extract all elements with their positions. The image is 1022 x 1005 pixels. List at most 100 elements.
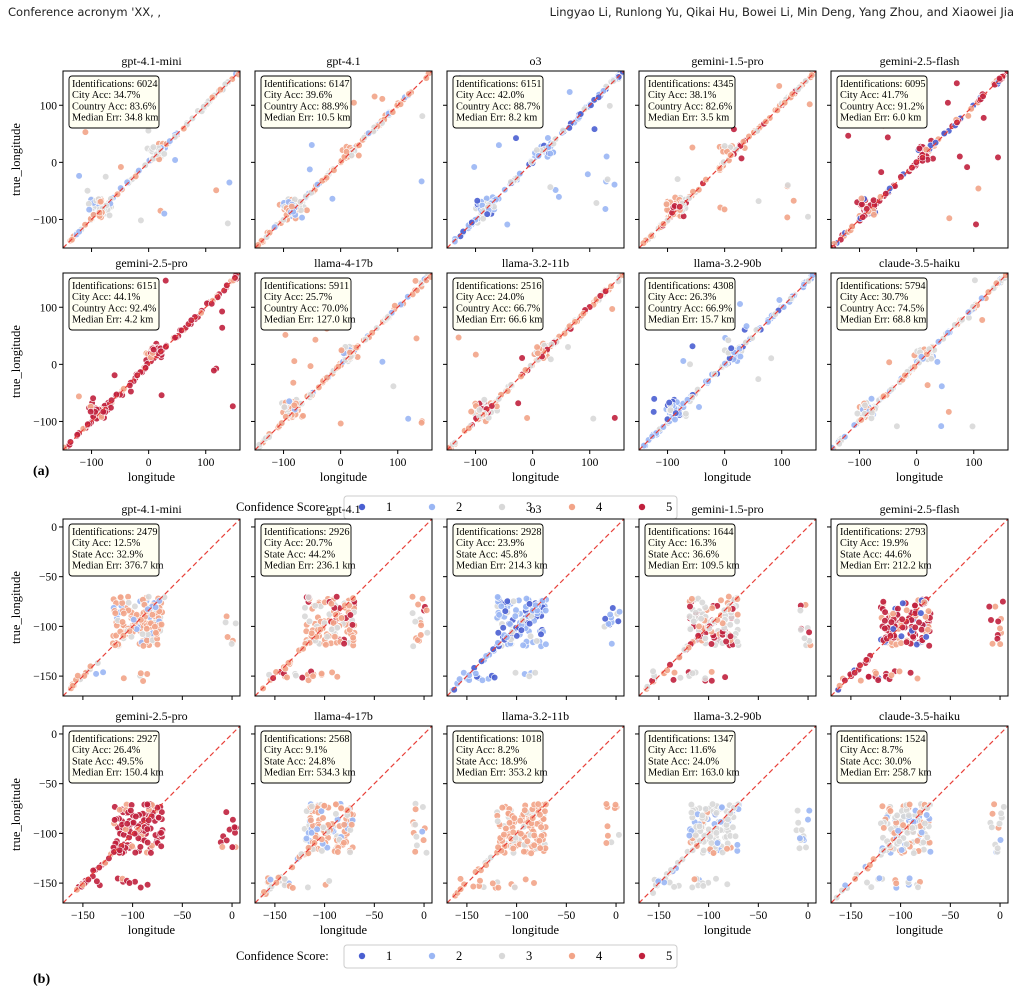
- data-point: [701, 674, 709, 682]
- x-tick-label: 0: [914, 457, 920, 469]
- data-point: [606, 610, 614, 619]
- data-point: [584, 170, 592, 178]
- data-point: [685, 831, 694, 840]
- identity-line: [639, 273, 816, 450]
- stats-line: Median Err: 127.0 km: [264, 315, 356, 326]
- data-point: [292, 671, 300, 680]
- data-point: [111, 816, 119, 824]
- data-point: [120, 609, 128, 618]
- x-tick-label: −150: [647, 910, 671, 922]
- legend-marker: [498, 503, 506, 511]
- stats-line: Identifications: 2568: [264, 734, 350, 745]
- data-point: [867, 883, 875, 891]
- x-axis-label: longitude: [128, 923, 176, 937]
- data-point: [126, 381, 134, 390]
- data-point: [917, 609, 925, 617]
- identity-line: [63, 519, 240, 696]
- data-point: [150, 346, 158, 354]
- legend-label: 4: [596, 949, 603, 963]
- data-point: [522, 875, 530, 884]
- data-point: [559, 126, 567, 135]
- subplot-llama-4-17b: llama-4-17b −100 0 100 longitude Identificati…: [251, 256, 433, 484]
- subplot-title: llama-4-17b: [314, 256, 373, 270]
- x-tick-label: 100: [965, 457, 983, 469]
- legend-title: Confidence Score:: [236, 949, 329, 963]
- stats-line: Median Err: 214.3 km: [456, 561, 548, 572]
- data-point: [713, 616, 721, 624]
- data-point: [74, 672, 82, 680]
- data-point: [333, 673, 341, 681]
- data-point: [218, 324, 226, 332]
- data-point: [944, 99, 952, 107]
- data-point: [753, 127, 761, 135]
- data-point: [423, 606, 431, 614]
- data-point: [796, 606, 805, 615]
- data-point: [533, 343, 541, 351]
- stats-line: Country Acc: 70.0%: [264, 303, 349, 314]
- stats-line: State Acc: 44.2%: [264, 549, 336, 560]
- identity-line: [447, 519, 624, 696]
- data-point: [866, 861, 874, 869]
- stats-line: State Acc: 36.6%: [648, 549, 720, 560]
- data-point: [132, 172, 140, 180]
- data-point: [105, 854, 113, 863]
- stats-line: Country Acc: 91.2%: [840, 101, 925, 112]
- stats-line: City Acc: 34.7%: [72, 90, 141, 101]
- data-point: [332, 810, 340, 818]
- data-point: [525, 619, 534, 628]
- stats-box: [260, 75, 352, 129]
- data-point: [924, 626, 932, 634]
- data-point: [806, 100, 814, 108]
- data-point: [337, 419, 345, 428]
- data-point: [549, 140, 558, 148]
- data-point: [123, 820, 131, 828]
- subplot-gpt-4.1-mini: gpt-4.1-mini −100 0 100 true_longitude Identi…: [9, 54, 241, 252]
- data-point: [835, 682, 844, 690]
- data-point: [953, 79, 961, 87]
- stats-line: State Acc: 30.0%: [840, 756, 912, 767]
- data-point: [214, 293, 222, 301]
- data-point: [389, 382, 398, 390]
- legend-label: 2: [456, 949, 462, 963]
- data-point: [692, 831, 700, 839]
- legend: Confidence Score: 1 2 3 4 5: [236, 944, 678, 969]
- x-axis-label: longitude: [512, 470, 560, 484]
- identity-line: [63, 726, 240, 903]
- data-point: [301, 604, 309, 612]
- data-point: [495, 611, 503, 619]
- legend-label: 1: [386, 949, 392, 963]
- data-point: [590, 125, 599, 133]
- stats-line: Country Acc: 88.9%: [264, 101, 349, 112]
- data-point: [136, 843, 144, 851]
- x-axis-label: longitude: [512, 923, 560, 937]
- data-point: [534, 349, 542, 357]
- x-tick-label: 100: [581, 457, 599, 469]
- data-point: [857, 676, 865, 685]
- data-point: [547, 340, 556, 349]
- data-point: [102, 173, 110, 181]
- data-point: [675, 653, 683, 662]
- data-point: [162, 277, 170, 285]
- stats-line: Median Err: 150.4 km: [72, 768, 164, 779]
- data-point: [905, 800, 914, 809]
- data-point: [144, 838, 152, 847]
- data-point: [509, 597, 518, 605]
- data-point: [306, 165, 314, 173]
- data-point: [180, 125, 188, 133]
- x-tick-label: 0: [421, 910, 427, 922]
- data-point: [131, 829, 139, 838]
- data-point: [880, 392, 888, 400]
- data-point: [592, 199, 601, 207]
- data-point: [348, 821, 356, 829]
- data-point: [697, 614, 705, 623]
- data-point: [764, 318, 772, 326]
- stats-box: [452, 277, 544, 331]
- data-point: [537, 823, 545, 831]
- data-point: [494, 883, 502, 892]
- stats-line: City Acc: 19.9%: [840, 538, 909, 549]
- stats-line: Identifications: 6147: [264, 79, 350, 90]
- data-point: [418, 827, 426, 836]
- stats-line: Identifications: 2516: [456, 281, 542, 292]
- legend-frame: [343, 495, 678, 520]
- subplot-llama-3.2-11b: llama-3.2-11b −100 0 100 longitude Identifica…: [443, 256, 625, 484]
